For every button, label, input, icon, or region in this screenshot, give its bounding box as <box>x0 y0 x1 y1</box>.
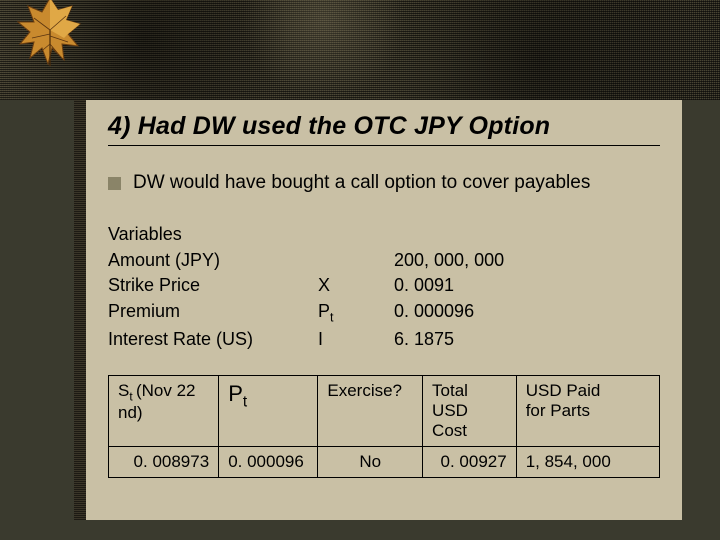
variable-label: Amount (JPY) <box>108 248 318 274</box>
variable-row: Strike Price X 0. 0091 <box>108 273 660 299</box>
variable-row: Amount (JPY) 200, 000, 000 <box>108 248 660 274</box>
variable-row: Interest Rate (US) I 6. 1875 <box>108 327 660 353</box>
variables-block: Variables Amount (JPY) 200, 000, 000 Str… <box>108 222 660 353</box>
col-header-st: St (Nov 22 nd) <box>109 375 219 446</box>
col-header-usd-paid: USD Paid for Parts <box>516 375 659 446</box>
variable-row: Premium Pt 0. 000096 <box>108 299 660 327</box>
variable-value: 6. 1875 <box>394 327 454 353</box>
slide-body: 4) Had DW used the OTC JPY Option DW wou… <box>86 100 682 520</box>
cell-usd-paid: 1, 854, 000 <box>516 446 659 477</box>
variable-label: Interest Rate (US) <box>108 327 318 353</box>
cell-exercise: No <box>318 446 423 477</box>
variable-symbol: X <box>318 273 394 299</box>
table-row: 0. 008973 0. 000096 No 0. 00927 1, 854, … <box>109 446 660 477</box>
variable-label: Strike Price <box>108 273 318 299</box>
variable-label: Premium <box>108 299 318 327</box>
slide-texture-banner <box>0 0 720 100</box>
leaf-decoration-icon <box>14 0 86 72</box>
cell-pt: 0. 000096 <box>219 446 318 477</box>
square-bullet-icon <box>108 177 121 190</box>
variable-value: 200, 000, 000 <box>394 248 504 274</box>
variable-value: 0. 0091 <box>394 273 454 299</box>
bullet-text: DW would have bought a call option to co… <box>133 172 590 194</box>
col-header-total-cost: Total USD Cost <box>423 375 517 446</box>
variable-symbol: Pt <box>318 299 394 327</box>
col-header-pt: Pt <box>219 375 318 446</box>
variable-value: 0. 000096 <box>394 299 474 327</box>
cell-total-cost: 0. 00927 <box>423 446 517 477</box>
calculation-table: St (Nov 22 nd) Pt Exercise? Total USD Co… <box>108 375 660 478</box>
variable-symbol <box>318 248 394 274</box>
slide-title: 4) Had DW used the OTC JPY Option <box>108 112 660 146</box>
col-header-exercise: Exercise? <box>318 375 423 446</box>
bullet-item: DW would have bought a call option to co… <box>108 172 660 194</box>
variables-heading: Variables <box>108 222 318 248</box>
cell-st: 0. 008973 <box>109 446 219 477</box>
variable-symbol: I <box>318 327 394 353</box>
table-header-row: St (Nov 22 nd) Pt Exercise? Total USD Co… <box>109 375 660 446</box>
